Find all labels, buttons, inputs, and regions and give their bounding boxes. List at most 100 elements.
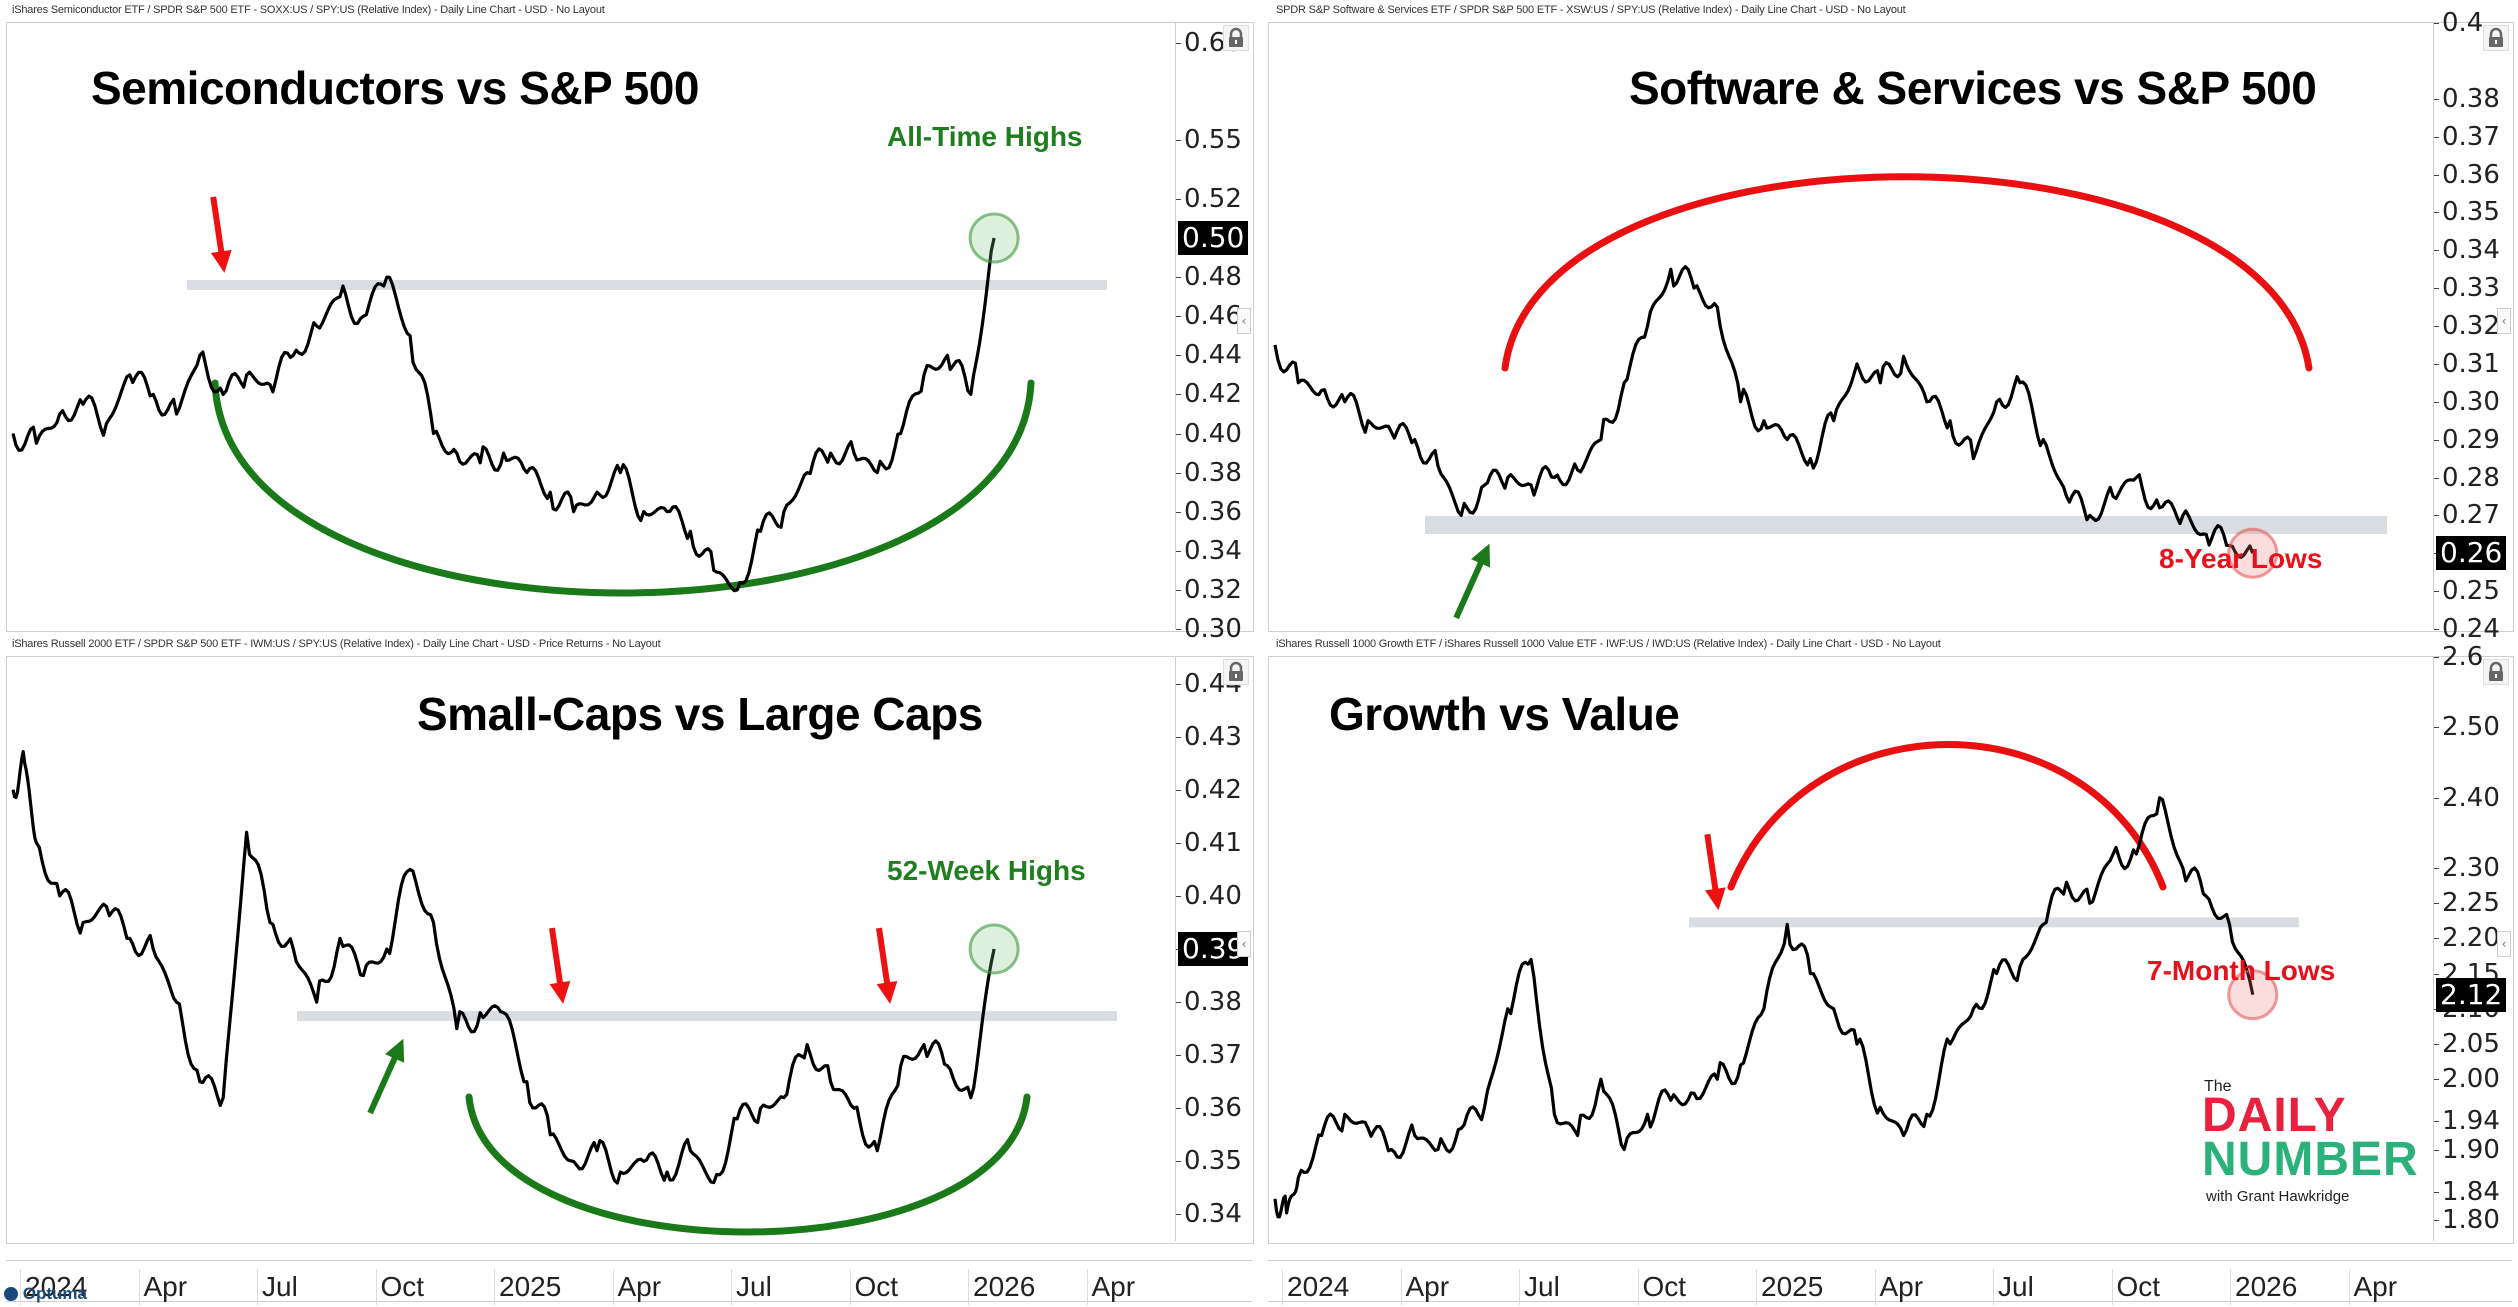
smallcaps-plot[interactable]: [7, 657, 1175, 1241]
growthvalue-dome-arc: [1727, 741, 2167, 891]
growthvalue-series-line: [1273, 796, 2255, 1219]
y-tick-label: 0.38: [1176, 989, 1242, 1015]
smallcaps-red-arrow-2: [876, 927, 898, 1004]
y-tick-text: 2.50: [2442, 712, 2500, 743]
semis-plot[interactable]: [7, 23, 1175, 629]
y-tick-label: 0.44: [1176, 342, 1242, 368]
y-tick-label: 2.50: [2434, 714, 2500, 740]
left-x-axis: 2024 Apr Jul Oct 2025 Apr Jul Oct 2026 Apr: [6, 1260, 1252, 1305]
x-tick-label: Apr: [1874, 1269, 1923, 1305]
software-endpoint-circle: [2227, 527, 2279, 579]
y-tick-text: 0.24: [2442, 614, 2500, 644]
y-tick-text: 0.52: [1184, 183, 1242, 214]
x-tick-label: 2024: [1282, 1269, 1349, 1305]
lock-icon[interactable]: [2483, 25, 2509, 51]
x-tick-label: Oct: [849, 1269, 898, 1305]
y-tick-text: 0.30: [1184, 614, 1242, 644]
y-tick-text: 2.05: [2442, 1028, 2500, 1059]
x-tick-label: Apr: [1400, 1269, 1449, 1305]
y-tick-label: 0.38: [1176, 460, 1242, 486]
smallcaps-y-axis[interactable]: 0.440.430.420.410.400.390.380.370.360.35…: [1175, 657, 1252, 1241]
growthvalue-y-axis[interactable]: 2.62.502.402.302.252.202.152.102.052.001…: [2433, 644, 2512, 1241]
semis-y-axis[interactable]: 0.60 0.55 0.52 0.48 0.46 0.44 0.42 0.40 0.38 0.36…: [1175, 23, 1252, 642]
software-level-band: [1425, 515, 2387, 534]
y-tick-text: 0.25: [2442, 576, 2500, 607]
y-tick-label: 0.43: [1176, 724, 1242, 750]
y-tick-label: 0.34: [1176, 538, 1242, 564]
y-tick-label: 0.34: [1176, 1201, 1242, 1227]
x-tick-label: 2024: [20, 1269, 87, 1305]
semis-cup-arc: [211, 379, 1035, 597]
software-chart-panel[interactable]: Software & Services vs S&P 500 8-Year Low…: [1268, 10, 2514, 642]
y-tick-text: 0.55: [1184, 125, 1242, 156]
y-tick-label: 0.32: [2434, 313, 2500, 339]
logo-the: The: [2204, 1078, 2232, 1095]
y-tick-text: 0.36: [1184, 496, 1242, 527]
lock-icon[interactable]: [1223, 659, 1249, 685]
x-tick-label: Jul: [731, 1269, 772, 1305]
growthvalue-chart-panel[interactable]: Growth vs Value 7-Month Lows 2.6 2.50 2.40 2.…: [1268, 644, 2514, 1244]
y-tick-label: 0.46: [1176, 303, 1242, 329]
collapse-axis-chevron-icon[interactable]: ‹: [1237, 307, 1251, 334]
software-y-axis[interactable]: 0.4 0.38 0.37 0.36 0.35 0.34 0.33 0.32 0.31 0.30 0…: [2433, 10, 2512, 642]
y-tick-text: 0.38: [2442, 83, 2500, 114]
y-tick-text: 2.00: [2442, 1064, 2500, 1095]
y-tick-text: 1.94: [2442, 1106, 2500, 1137]
y-tick-text: 0.35: [2442, 197, 2500, 228]
y-tick-text: 2.25: [2442, 888, 2500, 919]
y-tick-text: 0.42: [1184, 774, 1242, 805]
lock-icon[interactable]: [2483, 659, 2509, 685]
semis-endpoint-circle: [968, 212, 1020, 264]
semis-series-line: [11, 237, 996, 593]
x-tick-label: 2026: [968, 1269, 1035, 1305]
software-last-value-badge: 0.26: [2436, 536, 2507, 571]
collapse-axis-chevron-icon[interactable]: ‹: [1237, 931, 1251, 958]
x-tick-label: 2025: [1756, 1269, 1823, 1305]
y-tick-label: 0.30: [2434, 389, 2500, 415]
collapse-axis-chevron-icon[interactable]: ‹: [2497, 307, 2511, 334]
semis-chart-panel[interactable]: Semiconductors vs S&P 500 All-Time Highs 0…: [6, 22, 1254, 642]
y-tick-label: 0.30: [1176, 616, 1242, 642]
smallcaps-chart-panel[interactable]: Small-Caps vs Large Caps 52-Week Highs 0.4…: [6, 656, 1254, 1244]
y-tick-text: 0.46: [1184, 301, 1242, 332]
smallcaps-level-band: [297, 1011, 1117, 1022]
y-tick-label: 0.28: [2434, 465, 2500, 491]
y-tick-text: 0.36: [2442, 159, 2500, 190]
y-tick-label: 2.05: [2434, 1031, 2500, 1057]
lock-icon[interactable]: [1223, 25, 1249, 51]
smallcaps-red-arrow-1: [548, 927, 571, 1004]
y-tick-text: 0.32: [1184, 574, 1242, 605]
logo-with: with Grant Hawkridge: [2206, 1188, 2350, 1205]
y-tick-label: 0.42: [1176, 777, 1242, 803]
smallcaps-title: Small-Caps vs Large Caps: [417, 688, 983, 740]
right-x-axis: 2024 Apr Jul Oct 2025 Apr Jul Oct 2026 Apr: [1268, 1260, 2512, 1305]
y-tick-text: 2.40: [2442, 782, 2500, 813]
y-tick-text: 0.35: [1184, 1146, 1242, 1177]
y-tick-text: 0.37: [2442, 121, 2500, 152]
smallcaps-cup-arc: [465, 1093, 1031, 1236]
y-tick-text: 0.34: [2442, 235, 2500, 266]
collapse-axis-chevron-icon[interactable]: ‹: [2497, 931, 2511, 958]
y-tick-label: 2.30: [2434, 855, 2500, 881]
y-tick-label: 0.37: [2434, 124, 2500, 150]
y-tick-text: 1.90: [2442, 1134, 2500, 1165]
y-tick-label: 2.40: [2434, 785, 2500, 811]
y-tick-label: 0.48: [1176, 264, 1242, 290]
semis-header: iShares Semiconductor ETF / SPDR S&P 500…: [12, 4, 605, 16]
y-tick-text: 1.84: [2442, 1176, 2500, 1207]
growthvalue-plot[interactable]: [1269, 657, 2433, 1241]
optuma-text: Optuma: [22, 1284, 87, 1303]
growthvalue-title: Growth vs Value: [1329, 688, 1680, 740]
smallcaps-green-arrow-0: [367, 1038, 405, 1115]
software-plot[interactable]: [1269, 23, 2433, 629]
y-tick-label: 0.40: [1176, 883, 1242, 909]
y-tick-label: 0.38: [2434, 86, 2500, 112]
software-green-arrow-0: [1453, 543, 1491, 620]
y-tick-text: 0.32: [2442, 311, 2500, 341]
x-tick-label: Apr: [138, 1269, 187, 1305]
x-tick-label: 2025: [494, 1269, 561, 1305]
y-tick-text: 0.34: [1184, 535, 1242, 566]
x-tick-label: Apr: [1086, 1269, 1135, 1305]
growthvalue-last-value-badge: 2.12: [2436, 977, 2507, 1012]
y-tick-text: 0.33: [2442, 273, 2500, 304]
